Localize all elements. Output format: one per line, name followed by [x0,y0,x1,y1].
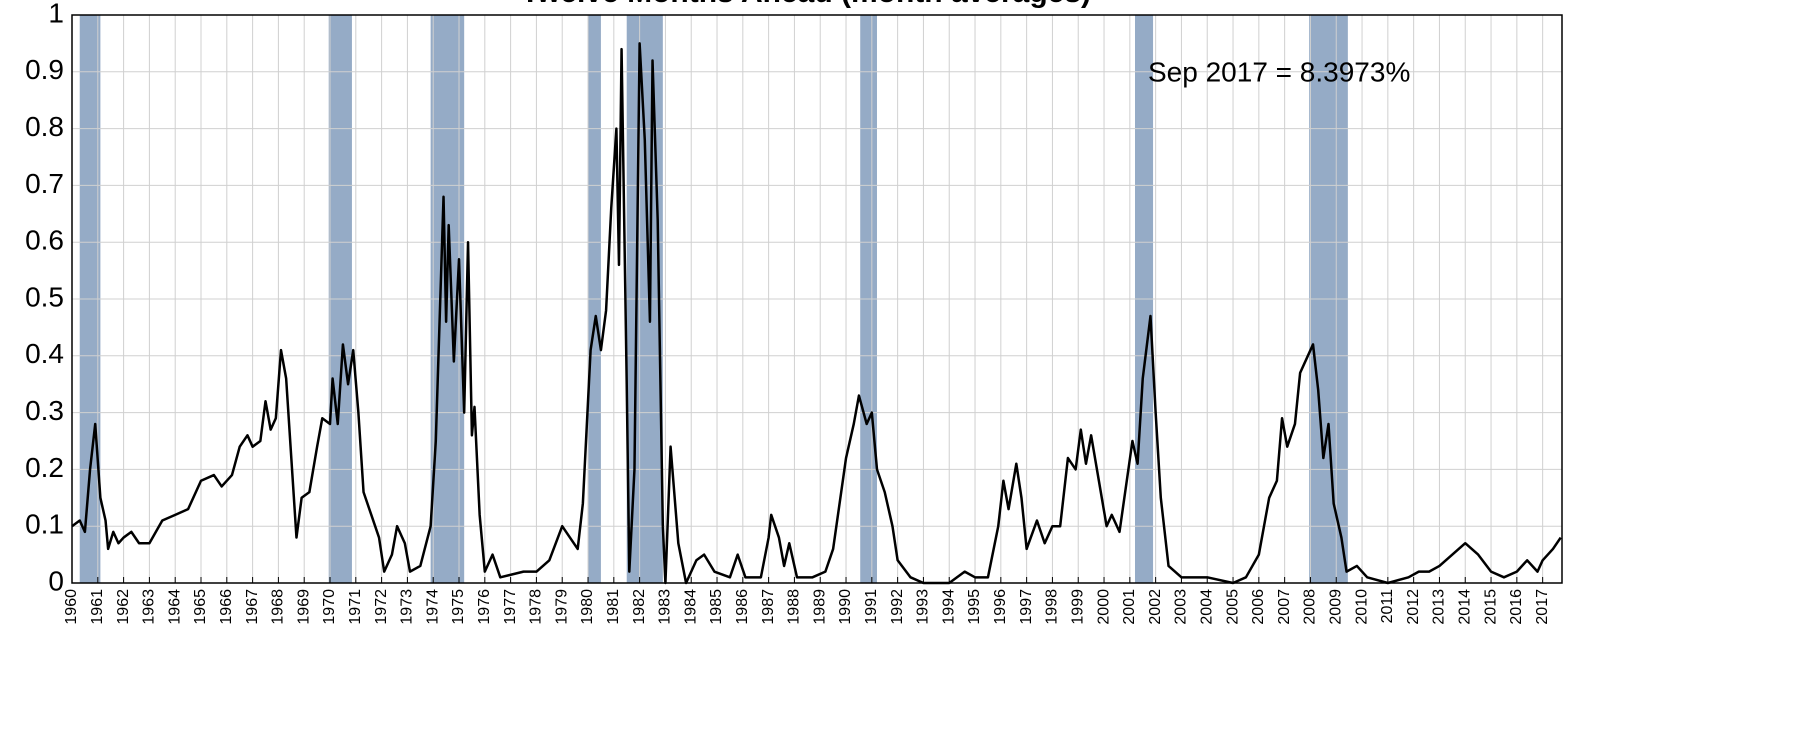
x-tick-label: 1992 [889,589,906,625]
x-tick-label: 2006 [1250,589,1267,625]
x-tick-label: 1984 [682,589,699,625]
x-tick-label: 1965 [192,589,209,625]
x-tick-label: 1994 [940,589,957,625]
x-tick-label: 1975 [450,589,467,625]
x-tick-label: 1985 [708,589,725,625]
x-tick-label: 1976 [476,589,493,625]
x-tick-label: 2016 [1508,589,1525,625]
x-tick-label: 1988 [786,589,803,625]
y-tick-label: 0.3 [25,395,64,426]
y-tick-label: 0.5 [25,281,64,312]
x-tick-label: 1971 [347,589,364,625]
y-tick-label: 0 [48,565,64,596]
x-tick-label: 1998 [1044,589,1061,625]
x-tick-label: 1961 [89,589,106,625]
y-tick-label: 0.2 [25,452,64,483]
x-tick-label: 2007 [1276,589,1293,625]
x-tick-label: 2010 [1353,589,1370,625]
y-tick-label: 0.4 [25,338,64,369]
x-tick-label: 1970 [321,589,338,625]
y-tick-label: 0.8 [25,111,64,142]
x-tick-label: 1997 [1018,589,1035,625]
x-tick-label: 1989 [811,589,828,625]
x-tick-label: 1991 [863,589,880,625]
x-tick-label: 1993 [915,589,932,625]
x-tick-label: 2008 [1302,589,1319,625]
x-tick-label: 1981 [605,589,622,625]
x-tick-label: 2009 [1327,589,1344,625]
x-tick-label: 2002 [1147,589,1164,625]
x-tick-label: 1972 [373,589,390,625]
x-tick-label: 1987 [760,589,777,625]
x-tick-label: 1973 [399,589,416,625]
data-line [71,42,1562,585]
x-tick-label: 1979 [553,589,570,625]
y-tick-label: 0.6 [25,225,64,256]
x-tick-label: 1963 [141,589,158,625]
x-tick-label: 1990 [837,589,854,625]
x-tick-label: 1967 [244,589,261,625]
x-tick-label: 1986 [734,589,751,625]
x-tick-label: 2005 [1224,589,1241,625]
x-tick-label: 1969 [295,589,312,625]
x-tick-label: 2015 [1482,589,1499,625]
y-tick-label: 0.7 [25,168,64,199]
x-tick-label: 2013 [1431,589,1448,625]
y-tick-label: 0.1 [25,509,64,540]
x-tick-label: 1980 [579,589,596,625]
x-tick-label: 2004 [1198,589,1215,625]
annotation: Sep 2017 = 8.3973% [1148,56,1410,87]
x-tick-label: 1962 [115,589,132,625]
x-tick-label: 1999 [1069,589,1086,625]
x-tick-label: 1995 [966,589,983,625]
x-tick-label: 1964 [166,589,183,625]
x-tick-label: 2011 [1379,589,1396,624]
x-tick-label: 1968 [270,589,287,625]
x-tick-label: 1966 [218,589,235,625]
y-tick-label: 1 [48,0,64,28]
x-tick-label: 1978 [528,589,545,625]
x-tick-label: 2003 [1173,589,1190,625]
x-tick-label: 2017 [1534,589,1551,625]
x-tick-label: 1982 [631,589,648,625]
x-tick-label: 2001 [1121,589,1138,625]
y-tick-label: 0.9 [25,54,64,85]
plot-frame [71,14,1563,584]
x-tick-label: 2012 [1405,589,1422,625]
x-tick-label: 1983 [657,589,674,625]
x-tick-label: 1977 [502,589,519,625]
x-tick-label: 1996 [992,589,1009,625]
x-tick-label: 1960 [63,589,80,625]
chart-title: Twelve Months Ahead (month averages) [521,0,1091,9]
x-tick-label: 2014 [1456,589,1473,625]
x-tick-label: 2000 [1095,589,1112,625]
x-tick-label: 1974 [424,589,441,625]
